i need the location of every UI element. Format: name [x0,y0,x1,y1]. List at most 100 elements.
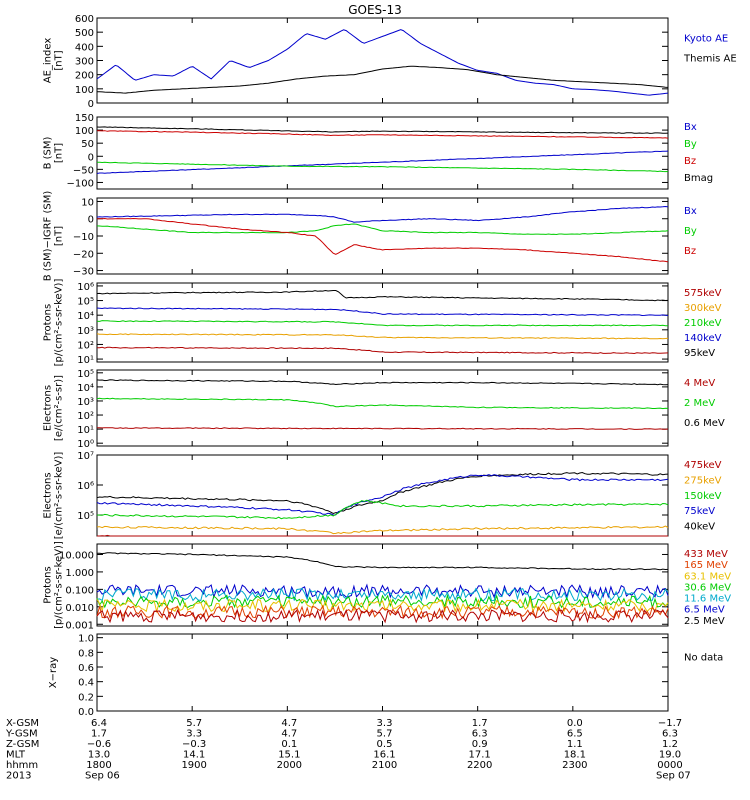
footer-date-end: Sep 07 [656,771,691,782]
y-tick-label: 1.000 [65,568,94,579]
panel-frame [96,197,669,275]
legend-label: 75keV [684,506,715,517]
legend-label: Themis AE [683,53,737,64]
footer-row-label: hhmm [6,760,38,771]
legend-label: 433 MeV [684,549,728,560]
series-line-4-mev [96,427,669,430]
y-tick-label: 0.100 [65,585,94,596]
y-tick-label: 100 [75,85,94,96]
y-tick-label: 0 [88,215,94,226]
y-tick-label: 10⁵ [77,369,94,380]
series-line-30-6-mev [96,593,669,610]
legend-label: 275keV [684,475,722,486]
series-line-themis-ae [96,65,669,94]
footer-value: 2200 [467,760,492,771]
y-tick-label: 10⁶ [77,481,94,492]
y-tick-label: 600 [75,14,94,25]
y-tick-label: 10² [77,411,94,422]
series-line-140kev [96,307,669,317]
series-line-kyoto-ae [96,29,669,96]
series-line-300kev [96,333,669,340]
y-tick-label: 500 [75,28,94,39]
y-tick-label: 0.6 [78,663,94,674]
legend-label: Kyoto AE [684,33,728,44]
footer-value: 6.3 [662,729,678,740]
footer-value: 14.1 [183,750,205,761]
y-tick-label: 10.000 [59,550,94,561]
series-line-bx [96,205,669,223]
y-axis-label: [nT] [54,143,65,163]
y-tick-label: 300 [75,57,94,68]
footer-value: 1.7 [91,729,107,740]
panel-frame [96,17,669,104]
footer-value: 0.9 [472,739,488,750]
footer-row-label: Y-GSM [5,729,38,740]
legend-label: 300keV [684,303,722,314]
series-line-433-mev [96,608,669,624]
y-axis-label: Protons [43,566,54,603]
legend-label: 210keV [684,318,722,329]
footer-value: 2300 [562,760,587,771]
legend-label: Bx [684,206,697,217]
y-tick-label: 0 [88,152,94,163]
panel-frame [96,454,669,537]
y-tick-label: 0 [88,99,94,110]
legend-label: 165 MeV [684,560,728,571]
footer-value: 0.1 [281,739,297,750]
series-line-165-mev [96,604,669,620]
series-line-575kev [96,346,669,355]
footer-value: 3.3 [186,729,202,740]
panel-xray: 1.0 0.8 0.6 0.4 0.2 0.0 X−ray No data [48,633,723,718]
y-axis-label: [e/(cm²-s-sr-keV)] [54,452,65,540]
panel-frame [96,282,669,363]
legend-label: 575keV [684,288,722,299]
y-tick-label: 100 [75,126,94,137]
legend-label: Bz [684,246,696,257]
series-line-6-5-mev [96,583,669,599]
series-line-0-6-mev [96,379,669,386]
legend-label: No data [684,652,723,663]
series-line-75kev [96,474,669,516]
series-line-bmag [96,126,669,134]
y-axis-label: B (SM)−IGRF (SM) [43,191,54,282]
panel-b_igrf: 10 0 −10 −20 −30 B (SM)−IGRF (SM) [nT] Bx By Bz [43,191,697,282]
legend-label: Bx [684,122,697,133]
footer-value: 1900 [181,760,206,771]
y-axis-label: [p/(cm²-s-sr-keV)] [54,541,65,629]
footer-value: 2000 [277,760,302,771]
y-tick-label: 1.0 [78,634,94,645]
footer-row-label: MLT [6,750,26,761]
panel-b_sm: 150 100 50 0 −50 −100 B (SM) [nT] Bx By Bz Bmag [43,113,713,190]
legend-label: By [684,139,697,150]
y-tick-label: 10⁰ [77,439,94,450]
y-tick-label: 10³ [77,326,94,337]
series-line-by [96,161,669,173]
series-line-150kev [96,499,669,520]
y-tick-label: −20 [73,249,94,260]
y-tick-label: 10¹ [77,355,94,366]
series-line-bz [96,217,669,263]
series-line-63-1-mev [96,598,669,614]
legend-label: 40keV [684,522,715,533]
y-axis-label: [nT] [54,226,65,246]
footer-row-label: Z-GSM [6,739,39,750]
y-tick-label: −50 [73,165,94,176]
y-axis-label: AE_index [43,38,54,84]
y-tick-label: 10⁴ [77,311,94,322]
y-axis-label: [e/(cm²-s-sr)] [54,375,65,441]
footer-value: 2100 [372,760,397,771]
y-tick-label: 50 [81,139,94,150]
footer-value: 4.7 [281,718,297,729]
y-axis-label: [nT] [54,50,65,70]
legend-label: 11.6 MeV [684,594,731,605]
footer-value: −0.3 [182,739,206,750]
legend-label: 6.5 MeV [684,605,725,616]
footer-value: 5.7 [186,718,202,729]
y-tick-label: −30 [73,267,94,278]
panel-ae: 600 500 400 300 200 100 0 AE_index [nT] Kyoto AE T… [43,14,737,110]
legend-label: 30.6 MeV [684,582,731,593]
series-line-40kev [96,471,669,515]
y-axis-label: Protons [43,304,54,341]
y-tick-label: 10 [81,197,94,208]
